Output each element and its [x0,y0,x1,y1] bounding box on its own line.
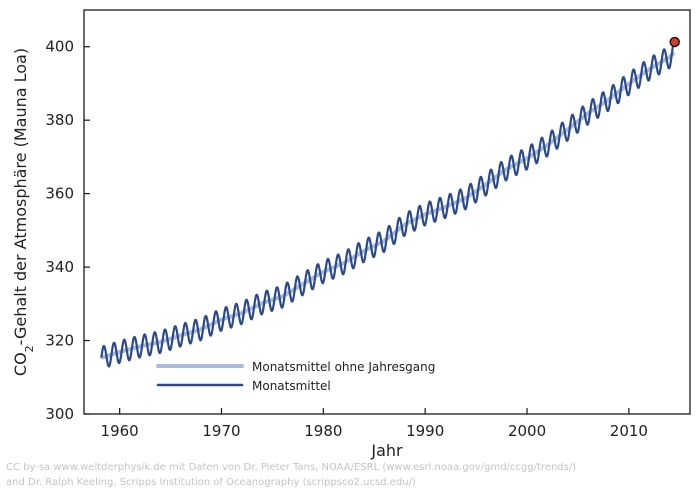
y-axis-title-subscript: 2 [23,345,36,352]
y-tick-label: 320 [45,332,74,350]
y-axis-title-prefix: CO [11,352,30,376]
series-line-monthly [100,40,676,368]
y-tick-label: 300 [45,405,74,423]
x-tick-label: 1960 [101,422,139,440]
plot-frame [83,9,691,415]
co2-chart: 1960 1970 1980 1990 2000 2010 300 320 340 360 380 4… [11,9,691,460]
y-tick-label: 380 [45,111,74,129]
x-axis-title: Jahr [370,441,403,460]
legend-label-monthly: Monatsmittel [252,379,331,393]
y-axis-title: CO2-Gehalt der Atmosphäre (Mauna Loa) [11,48,36,376]
series-line-trend [100,51,676,360]
y-tick-label: 360 [45,185,74,203]
legend: Monatsmittel ohne Jahresgang Monatsmitte… [156,360,435,393]
y-axis-title-suffix: -Gehalt der Atmosphäre (Mauna Loa) [11,48,30,345]
x-tick-label: 1980 [304,422,342,440]
latest-value-marker [669,36,680,48]
series-layer [100,36,680,368]
x-tick-label: 2010 [610,422,648,440]
credit-line-1: CC by-sa www.weltderphysik.de mit Daten … [6,462,577,473]
x-tick-label: 1990 [406,422,444,440]
legend-label-trend: Monatsmittel ohne Jahresgang [252,360,435,374]
credit-line-2: and Dr. Ralph Keeling, Scripps Instituti… [6,477,416,488]
x-tick-label: 2000 [508,422,546,440]
y-tick-label: 340 [45,258,74,276]
y-tick-label: 400 [45,38,74,56]
x-tick-label: 1970 [202,422,240,440]
ticks-layer: 1960 1970 1980 1990 2000 2010 300 320 340 360 380 4… [45,38,648,440]
